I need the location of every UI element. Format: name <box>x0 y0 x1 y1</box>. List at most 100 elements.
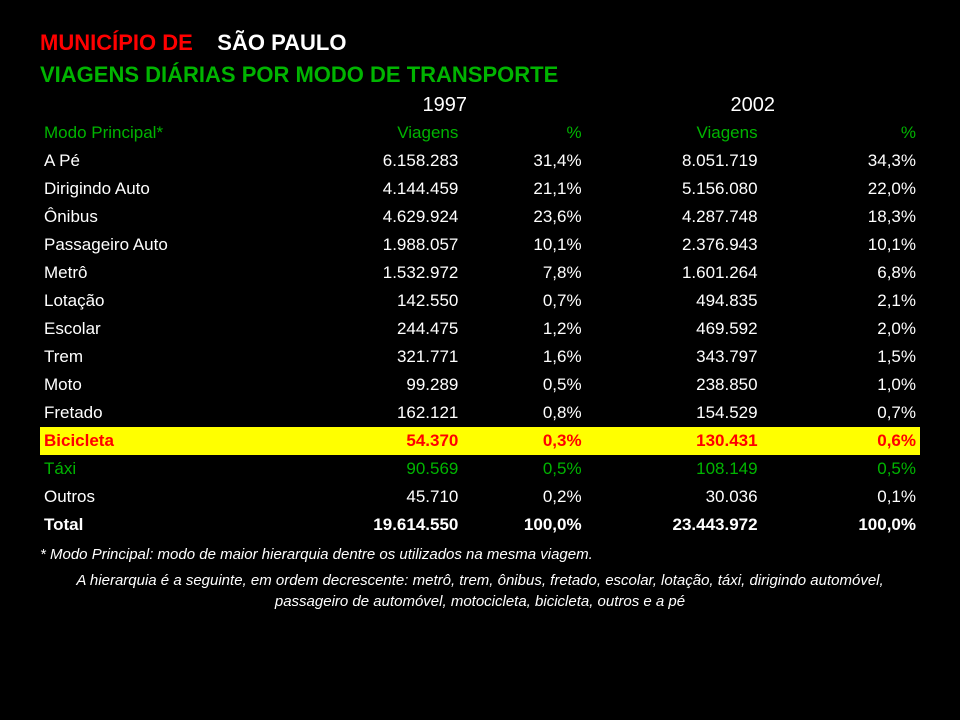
row-p1: 1,6% <box>462 343 585 371</box>
row-v2: 494.835 <box>586 287 762 315</box>
row-p1: 31,4% <box>462 147 585 175</box>
row-v1: 19.614.550 <box>304 511 462 539</box>
row-p1: 10,1% <box>462 231 585 259</box>
row-p2: 22,0% <box>762 175 920 203</box>
header-mode: Modo Principal* <box>40 119 304 147</box>
row-p2: 1,5% <box>762 343 920 371</box>
row-v2: 4.287.748 <box>586 203 762 231</box>
header-row: Modo Principal*Viagens%Viagens% <box>40 119 920 147</box>
row-p2: 2,0% <box>762 315 920 343</box>
row-v2: 8.051.719 <box>586 147 762 175</box>
row-p1: 23,6% <box>462 203 585 231</box>
row-v1: 54.370 <box>304 427 462 455</box>
row-v1: 321.771 <box>304 343 462 371</box>
row-v1: 99.289 <box>304 371 462 399</box>
row-p1: 100,0% <box>462 511 585 539</box>
row-label: Lotação <box>40 287 304 315</box>
row-v1: 142.550 <box>304 287 462 315</box>
row-p2: 18,3% <box>762 203 920 231</box>
row-p1: 1,2% <box>462 315 585 343</box>
row-p1: 0,5% <box>462 455 585 483</box>
row-v1: 244.475 <box>304 315 462 343</box>
row-p2: 100,0% <box>762 511 920 539</box>
table-row: Moto99.2890,5%238.8501,0% <box>40 371 920 399</box>
header-trips-1: Viagens <box>304 119 462 147</box>
year-2002: 2002 <box>586 92 920 119</box>
title-city: SÃO PAULO <box>217 30 346 55</box>
row-p2: 2,1% <box>762 287 920 315</box>
table-row: Táxi90.5690,5%108.1490,5% <box>40 455 920 483</box>
row-p2: 6,8% <box>762 259 920 287</box>
row-v2: 30.036 <box>586 483 762 511</box>
row-label: Escolar <box>40 315 304 343</box>
row-p1: 0,3% <box>462 427 585 455</box>
row-p1: 0,7% <box>462 287 585 315</box>
table-row: Fretado162.1210,8%154.5290,7% <box>40 399 920 427</box>
year-1997: 1997 <box>304 92 586 119</box>
row-label: Bicicleta <box>40 427 304 455</box>
row-label: A Pé <box>40 147 304 175</box>
row-v2: 238.850 <box>586 371 762 399</box>
row-p1: 0,5% <box>462 371 585 399</box>
title-line-1: MUNICÍPIO DE SÃO PAULO <box>40 30 920 56</box>
table-row: Dirigindo Auto4.144.45921,1%5.156.08022,… <box>40 175 920 203</box>
row-v2: 1.601.264 <box>586 259 762 287</box>
row-p2: 34,3% <box>762 147 920 175</box>
row-v1: 162.121 <box>304 399 462 427</box>
table-row: Trem321.7711,6%343.7971,5% <box>40 343 920 371</box>
table-row: Metrô1.532.9727,8%1.601.2646,8% <box>40 259 920 287</box>
row-label: Metrô <box>40 259 304 287</box>
row-p1: 7,8% <box>462 259 585 287</box>
table-row: Bicicleta54.3700,3%130.4310,6% <box>40 427 920 455</box>
row-label: Passageiro Auto <box>40 231 304 259</box>
row-v1: 45.710 <box>304 483 462 511</box>
row-v2: 23.443.972 <box>586 511 762 539</box>
row-label: Táxi <box>40 455 304 483</box>
footnote-2: A hierarquia é a seguinte, em ordem decr… <box>40 571 920 612</box>
row-p1: 0,8% <box>462 399 585 427</box>
year-row: 19972002 <box>40 92 920 119</box>
row-v2: 469.592 <box>586 315 762 343</box>
row-p2: 10,1% <box>762 231 920 259</box>
title-prefix: MUNICÍPIO DE <box>40 30 193 55</box>
row-label: Dirigindo Auto <box>40 175 304 203</box>
row-p2: 0,6% <box>762 427 920 455</box>
table-row: Lotação142.5500,7%494.8352,1% <box>40 287 920 315</box>
header-pct-1: % <box>462 119 585 147</box>
header-pct-2: % <box>762 119 920 147</box>
row-label: Moto <box>40 371 304 399</box>
row-v1: 1.532.972 <box>304 259 462 287</box>
footnote-1: * Modo Principal: modo de maior hierarqu… <box>40 545 920 565</box>
table-row: Total19.614.550100,0%23.443.972100,0% <box>40 511 920 539</box>
row-p1: 21,1% <box>462 175 585 203</box>
row-v1: 6.158.283 <box>304 147 462 175</box>
row-v1: 90.569 <box>304 455 462 483</box>
row-label: Ônibus <box>40 203 304 231</box>
row-v2: 2.376.943 <box>586 231 762 259</box>
row-label: Fretado <box>40 399 304 427</box>
row-v1: 4.144.459 <box>304 175 462 203</box>
title-line-2: VIAGENS DIÁRIAS POR MODO DE TRANSPORTE <box>40 62 920 88</box>
row-v2: 130.431 <box>586 427 762 455</box>
row-v2: 343.797 <box>586 343 762 371</box>
row-label: Trem <box>40 343 304 371</box>
row-p2: 0,7% <box>762 399 920 427</box>
table-row: Outros45.7100,2%30.0360,1% <box>40 483 920 511</box>
table-row: Ônibus4.629.92423,6%4.287.74818,3% <box>40 203 920 231</box>
table-row: Passageiro Auto1.988.05710,1%2.376.94310… <box>40 231 920 259</box>
row-p2: 0,1% <box>762 483 920 511</box>
row-p2: 1,0% <box>762 371 920 399</box>
row-v2: 5.156.080 <box>586 175 762 203</box>
table-row: A Pé6.158.28331,4%8.051.71934,3% <box>40 147 920 175</box>
row-p1: 0,2% <box>462 483 585 511</box>
header-trips-2: Viagens <box>586 119 762 147</box>
row-v1: 1.988.057 <box>304 231 462 259</box>
row-v2: 154.529 <box>586 399 762 427</box>
row-p2: 0,5% <box>762 455 920 483</box>
row-label: Outros <box>40 483 304 511</box>
table-row: Escolar244.4751,2%469.5922,0% <box>40 315 920 343</box>
transport-table: 19972002Modo Principal*Viagens%Viagens%A… <box>40 92 920 539</box>
row-v1: 4.629.924 <box>304 203 462 231</box>
row-v2: 108.149 <box>586 455 762 483</box>
row-label: Total <box>40 511 304 539</box>
